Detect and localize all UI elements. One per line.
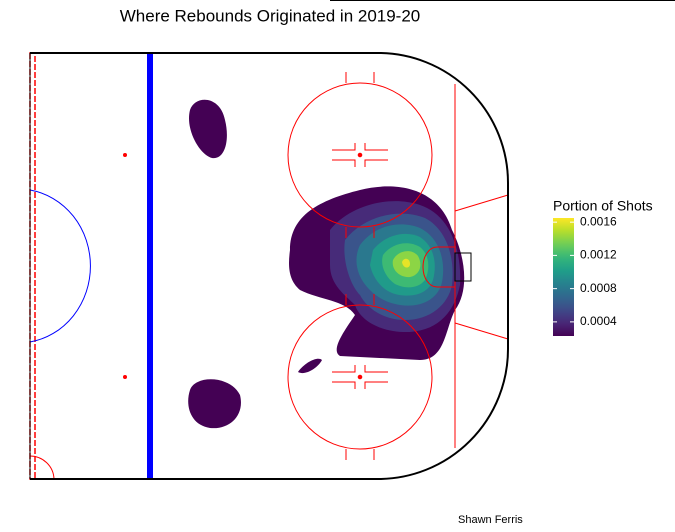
legend-title: Portion of Shots xyxy=(553,198,653,214)
faceoff-dot xyxy=(123,375,127,379)
density-band xyxy=(402,258,410,268)
trapezoid xyxy=(454,194,509,340)
faceoff-dot xyxy=(357,374,363,380)
rink xyxy=(29,52,153,480)
legend: 0.0004 0.0008 0.0012 0.0016 xyxy=(553,214,617,328)
density-band xyxy=(188,99,465,429)
faceoff-dot xyxy=(357,152,363,158)
faceoff-dot xyxy=(123,153,127,157)
faceoff-circle xyxy=(287,304,433,450)
colorbar xyxy=(553,218,574,336)
caption: Shawn Ferris xyxy=(458,514,523,526)
rink-lines xyxy=(29,52,509,480)
hash-marks xyxy=(345,72,375,460)
colorbar-label: 0.0012 xyxy=(580,248,617,262)
contours xyxy=(188,99,465,429)
colorbar-label: 0.0008 xyxy=(580,281,617,295)
colorbar-label: 0.0004 xyxy=(580,314,617,328)
chart-title: Where Rebounds Originated in 2019-20 xyxy=(120,6,421,25)
colorbar-label: 0.0016 xyxy=(580,214,617,228)
faceoff-marks xyxy=(332,143,388,389)
center-circle xyxy=(29,189,91,343)
blue-line xyxy=(147,53,153,479)
center-line xyxy=(29,52,36,480)
net xyxy=(454,252,472,282)
faceoff-circle xyxy=(287,82,433,228)
faceoff-arc xyxy=(29,455,55,480)
crease xyxy=(422,246,455,288)
boards xyxy=(30,52,509,480)
